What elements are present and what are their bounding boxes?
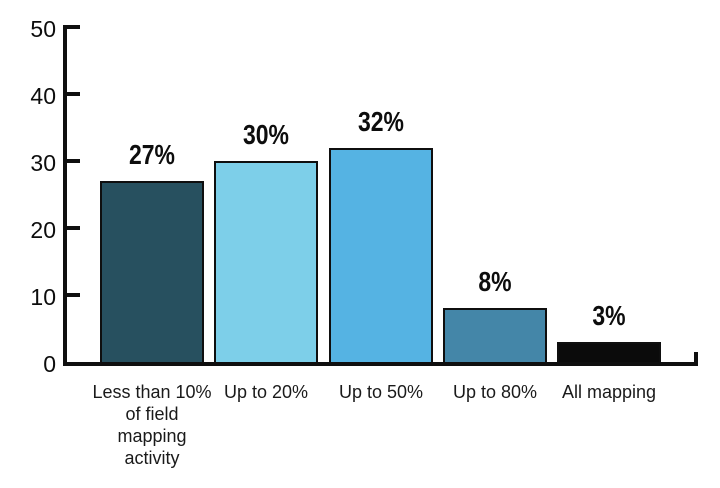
y-tick-label: 20: [30, 217, 56, 243]
y-axis-tick: [67, 159, 80, 163]
bar: [214, 161, 318, 364]
y-tick-label: 40: [30, 83, 56, 109]
category-label: Less than 10% of field mapping activity: [92, 382, 212, 468]
y-tick-label: 0: [43, 351, 56, 377]
bar-value-label: 32%: [358, 106, 404, 137]
y-tick-label: 50: [30, 16, 56, 42]
bar: [443, 308, 547, 364]
category-label: Up to 50%: [338, 382, 424, 402]
y-axis-tick: [67, 293, 80, 297]
y-axis-tick: [67, 25, 80, 29]
bar-value-label: 30%: [243, 119, 289, 150]
bar: [557, 342, 661, 364]
y-axis-tick: [67, 226, 80, 230]
x-axis-end-tick: [694, 352, 698, 362]
y-tick-label: 10: [30, 284, 56, 310]
bar-value-label: 27%: [129, 139, 175, 170]
y-tick-label: 30: [30, 150, 56, 176]
category-label: All mapping: [561, 382, 657, 402]
bar-value-label: 3%: [592, 300, 626, 331]
bar-value-label: 8%: [478, 266, 512, 297]
bar: [100, 181, 204, 364]
category-label: Up to 80%: [452, 382, 538, 402]
y-axis-line: [63, 25, 67, 366]
y-axis-tick: [67, 92, 80, 96]
x-axis-line: [63, 362, 698, 366]
category-label: Up to 20%: [223, 382, 309, 402]
bar: [329, 148, 433, 364]
